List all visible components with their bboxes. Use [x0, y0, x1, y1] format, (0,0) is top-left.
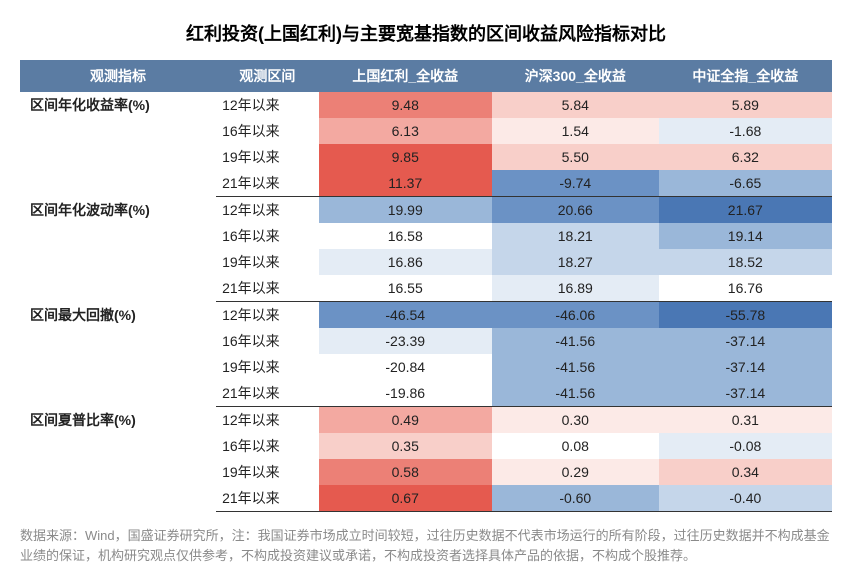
period-label: 12年以来: [216, 92, 318, 118]
value-cell: -20.84: [319, 354, 492, 380]
period-label: 19年以来: [216, 144, 318, 170]
value-cell: -19.86: [319, 380, 492, 407]
comparison-table: 观测指标 观测区间 上国红利_全收益 沪深300_全收益 中证全指_全收益 区间…: [20, 60, 832, 512]
value-cell: 19.14: [659, 223, 832, 249]
table-row: 区间最大回撤(%)12年以来-46.54-46.06-55.78: [20, 302, 832, 329]
value-cell: -41.56: [492, 328, 659, 354]
period-label: 16年以来: [216, 328, 318, 354]
value-cell: -1.68: [659, 118, 832, 144]
metric-label: 区间年化收益率(%): [20, 92, 216, 197]
value-cell: 16.89: [492, 275, 659, 302]
page-title: 红利投资(上国红利)与主要宽基指数的区间收益风险指标对比: [20, 20, 832, 46]
period-label: 21年以来: [216, 275, 318, 302]
period-label: 19年以来: [216, 249, 318, 275]
value-cell: 20.66: [492, 197, 659, 224]
period-label: 19年以来: [216, 354, 318, 380]
table-row: 区间年化收益率(%)12年以来9.485.845.89: [20, 92, 832, 118]
value-cell: 16.76: [659, 275, 832, 302]
value-cell: 0.35: [319, 433, 492, 459]
table-header-row: 观测指标 观测区间 上国红利_全收益 沪深300_全收益 中证全指_全收益: [20, 60, 832, 92]
value-cell: -0.40: [659, 485, 832, 512]
value-cell: -46.06: [492, 302, 659, 329]
value-cell: 18.27: [492, 249, 659, 275]
value-cell: 21.67: [659, 197, 832, 224]
period-label: 12年以来: [216, 407, 318, 434]
value-cell: -9.74: [492, 170, 659, 197]
value-cell: 18.21: [492, 223, 659, 249]
value-cell: -55.78: [659, 302, 832, 329]
value-cell: 0.49: [319, 407, 492, 434]
period-label: 21年以来: [216, 170, 318, 197]
period-label: 16年以来: [216, 433, 318, 459]
col-index-3: 中证全指_全收益: [659, 60, 832, 92]
table-row: 区间年化波动率(%)12年以来19.9920.6621.67: [20, 197, 832, 224]
value-cell: -0.60: [492, 485, 659, 512]
period-label: 12年以来: [216, 197, 318, 224]
value-cell: 9.85: [319, 144, 492, 170]
col-metric: 观测指标: [20, 60, 216, 92]
value-cell: -46.54: [319, 302, 492, 329]
value-cell: 18.52: [659, 249, 832, 275]
period-label: 16年以来: [216, 118, 318, 144]
period-label: 12年以来: [216, 302, 318, 329]
value-cell: 16.86: [319, 249, 492, 275]
value-cell: -0.08: [659, 433, 832, 459]
metric-label: 区间年化波动率(%): [20, 197, 216, 302]
value-cell: 5.84: [492, 92, 659, 118]
metric-label: 区间最大回撤(%): [20, 302, 216, 407]
value-cell: 0.30: [492, 407, 659, 434]
period-label: 21年以来: [216, 485, 318, 512]
value-cell: -37.14: [659, 328, 832, 354]
value-cell: -41.56: [492, 354, 659, 380]
value-cell: -37.14: [659, 354, 832, 380]
value-cell: 11.37: [319, 170, 492, 197]
table-row: 区间夏普比率(%)12年以来0.490.300.31: [20, 407, 832, 434]
value-cell: 16.55: [319, 275, 492, 302]
value-cell: 19.99: [319, 197, 492, 224]
value-cell: 0.29: [492, 459, 659, 485]
value-cell: 0.58: [319, 459, 492, 485]
value-cell: 5.89: [659, 92, 832, 118]
value-cell: -37.14: [659, 380, 832, 407]
value-cell: -6.65: [659, 170, 832, 197]
value-cell: 6.13: [319, 118, 492, 144]
value-cell: 0.34: [659, 459, 832, 485]
value-cell: -41.56: [492, 380, 659, 407]
value-cell: 0.67: [319, 485, 492, 512]
col-index-2: 沪深300_全收益: [492, 60, 659, 92]
value-cell: 6.32: [659, 144, 832, 170]
value-cell: 1.54: [492, 118, 659, 144]
value-cell: 5.50: [492, 144, 659, 170]
metric-label: 区间夏普比率(%): [20, 407, 216, 512]
value-cell: 9.48: [319, 92, 492, 118]
period-label: 19年以来: [216, 459, 318, 485]
col-period: 观测区间: [216, 60, 318, 92]
footnote: 数据来源：Wind，国盛证券研究所，注：我国证券市场成立时间较短，过往历史数据不…: [20, 526, 832, 565]
col-index-1: 上国红利_全收益: [319, 60, 492, 92]
period-label: 21年以来: [216, 380, 318, 407]
value-cell: 0.31: [659, 407, 832, 434]
value-cell: 16.58: [319, 223, 492, 249]
value-cell: 0.08: [492, 433, 659, 459]
value-cell: -23.39: [319, 328, 492, 354]
period-label: 16年以来: [216, 223, 318, 249]
